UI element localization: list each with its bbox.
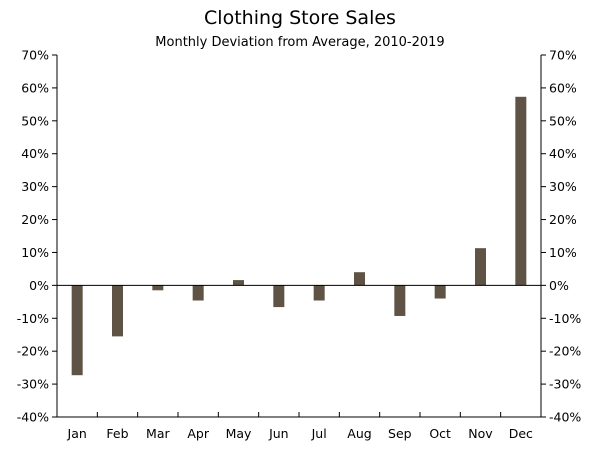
right-tick-label-30: 30%: [549, 179, 577, 194]
bar-apr: [192, 285, 204, 301]
right-tick-label-0: 0%: [549, 278, 569, 293]
left-tick-label-50: 50%: [21, 113, 49, 128]
x-tick-label-mar: Mar: [146, 426, 170, 441]
bar-aug: [354, 272, 365, 286]
right-tick-label-10: 10%: [549, 245, 577, 260]
bar-jul: [313, 285, 325, 301]
x-tick-label-jul: Jul: [311, 426, 327, 441]
right-tick-label-minus30: -30%: [549, 377, 581, 392]
x-tick-label-sep: Sep: [388, 426, 412, 441]
left-tick-label-minus20: -20%: [17, 344, 49, 359]
x-tick-label-apr: Apr: [187, 426, 209, 441]
right-tick-label-40: 40%: [549, 146, 577, 161]
left-tick-label-minus10: -10%: [17, 311, 49, 326]
left-tick-label-0: 0%: [29, 278, 49, 293]
bar-dec: [515, 96, 527, 286]
x-tick-label-nov: Nov: [468, 426, 493, 441]
chart-title: Clothing Store Sales: [204, 7, 396, 29]
right-tick-label-minus20: -20%: [549, 344, 581, 359]
bar-may: [233, 280, 244, 286]
left-tick-label-60: 60%: [21, 80, 49, 95]
x-tick-label-aug: Aug: [347, 426, 371, 441]
bar-sep: [394, 285, 406, 316]
bar-jun: [273, 285, 285, 308]
right-tick-label-60: 60%: [549, 80, 577, 95]
x-tick-label-oct: Oct: [429, 426, 451, 441]
left-tick-label-70: 70%: [21, 48, 49, 63]
right-tick-label-minus40: -40%: [549, 410, 581, 425]
x-axis-ticks: Jan Feb Mar Apr May Jun Jul Aug Sep Oct Nov Dec: [67, 412, 533, 441]
bar-nov: [475, 248, 486, 286]
left-tick-label-30: 30%: [21, 179, 49, 194]
bar-mar: [152, 285, 164, 291]
left-tick-label-minus40: -40%: [17, 410, 49, 425]
bar-feb: [112, 285, 123, 337]
x-tick-label-jan: Jan: [67, 426, 87, 441]
bars-group: [71, 96, 527, 376]
left-tick-label-20: 20%: [21, 212, 49, 227]
chart-subtitle: Monthly Deviation from Average, 2010-201…: [155, 35, 444, 50]
x-tick-label-dec: Dec: [509, 426, 533, 441]
right-tick-label-20: 20%: [549, 212, 577, 227]
x-tick-label-may: May: [226, 426, 252, 441]
left-y-axis-ticks: -40% -30% -20% -10% 0% 10% 20% 30% 40% 50% 60% 70%: [17, 48, 57, 425]
x-tick-label-jun: Jun: [268, 426, 289, 441]
left-tick-label-40: 40%: [21, 146, 49, 161]
left-tick-label-10: 10%: [21, 245, 49, 260]
right-y-axis-ticks: -40% -30% -20% -10% 0% 10% 20% 30% 40% 50% 60% 70%: [541, 48, 581, 425]
right-tick-label-50: 50%: [549, 113, 577, 128]
right-tick-label-minus10: -10%: [549, 311, 581, 326]
right-tick-label-70: 70%: [549, 48, 577, 63]
left-tick-label-minus30: -30%: [17, 377, 49, 392]
x-tick-label-feb: Feb: [106, 426, 128, 441]
bar-jan: [71, 285, 83, 376]
bar-oct: [434, 285, 446, 299]
